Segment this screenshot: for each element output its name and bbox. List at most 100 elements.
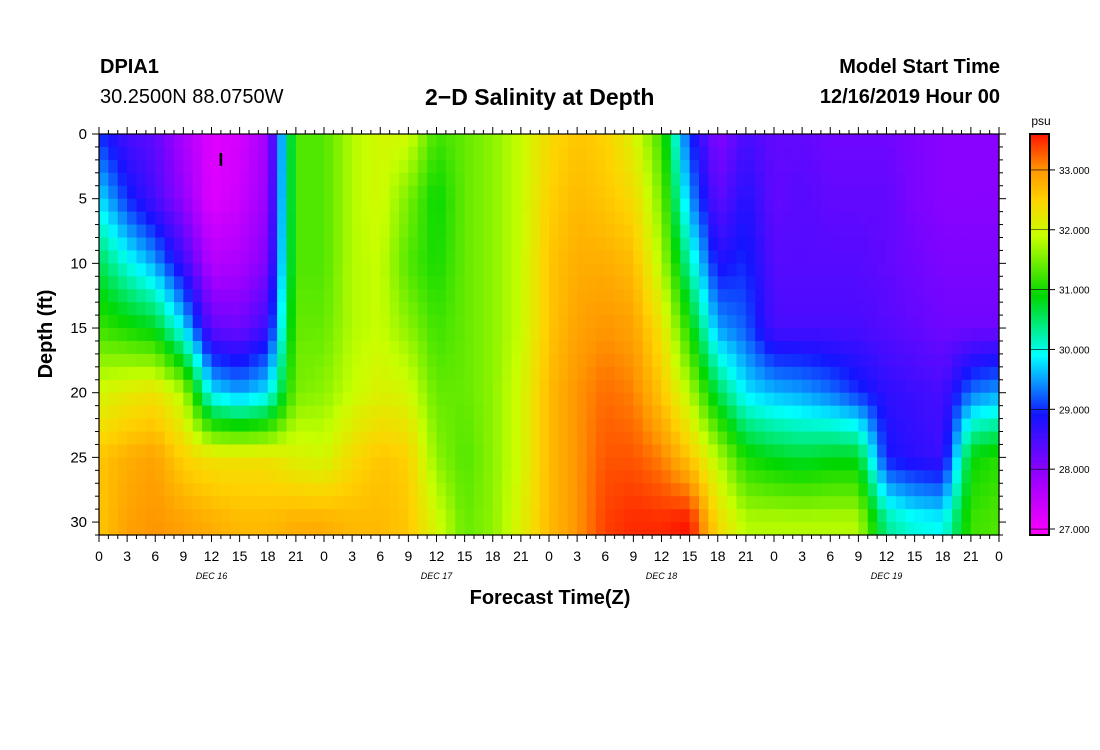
heatmap-cell xyxy=(136,340,147,355)
heatmap-cell xyxy=(108,211,119,226)
heatmap-cell xyxy=(577,185,588,200)
heatmap-cell xyxy=(127,483,138,497)
heatmap-cell xyxy=(436,224,447,239)
heatmap-cell xyxy=(192,211,203,226)
heatmap-cell xyxy=(952,392,963,407)
heatmap-cell xyxy=(295,457,306,471)
heatmap-cell xyxy=(933,366,944,381)
heatmap-cell xyxy=(417,263,428,277)
heatmap-cell xyxy=(492,211,503,226)
heatmap-cell xyxy=(989,302,1000,316)
heatmap-cell xyxy=(624,224,634,239)
heatmap-cell xyxy=(642,340,653,355)
heatmap-cell xyxy=(605,340,616,355)
heatmap-cell xyxy=(145,496,156,510)
heatmap-cell xyxy=(867,405,878,420)
heatmap-cell xyxy=(905,340,916,355)
heatmap-cell xyxy=(849,315,859,329)
heatmap-cell xyxy=(445,250,456,264)
heatmap-cell xyxy=(295,185,306,200)
heatmap-cell xyxy=(717,302,728,316)
heatmap-cell xyxy=(989,237,1000,252)
heatmap-cell xyxy=(127,457,138,471)
heatmap-cell xyxy=(502,276,513,290)
heatmap-cell xyxy=(783,470,794,484)
heatmap-cell xyxy=(839,353,850,368)
heatmap-cell xyxy=(764,444,775,458)
heatmap-cell xyxy=(783,250,794,264)
heatmap-cell xyxy=(324,470,334,484)
heatmap-cell xyxy=(624,146,634,161)
heatmap-cell xyxy=(849,444,859,458)
heatmap-cell xyxy=(483,263,494,277)
heatmap-cell xyxy=(839,302,850,316)
heatmap-cell xyxy=(830,276,841,290)
heatmap-cell xyxy=(239,198,250,213)
heatmap-cell xyxy=(689,457,700,471)
heatmap-cell xyxy=(717,379,728,394)
x-tick-label: 9 xyxy=(854,548,862,564)
heatmap-cell xyxy=(417,250,428,264)
heatmap-cell xyxy=(455,159,466,174)
heatmap-cell xyxy=(661,315,672,329)
heatmap-cell xyxy=(380,379,391,394)
heatmap-cell xyxy=(633,263,644,277)
heatmap-cell xyxy=(267,146,278,161)
heatmap-cell xyxy=(727,315,738,329)
heatmap-cell xyxy=(483,172,494,187)
heatmap-cell xyxy=(708,211,719,226)
heatmap-cell xyxy=(314,470,325,484)
heatmap-cell xyxy=(699,263,709,277)
heatmap-cell xyxy=(755,496,766,510)
heatmap-cell xyxy=(183,509,194,523)
heatmap-cell xyxy=(127,134,138,148)
heatmap-cell xyxy=(783,237,794,252)
heatmap-cell xyxy=(202,392,213,407)
heatmap-cell xyxy=(736,418,747,433)
heatmap-cell xyxy=(952,172,963,187)
heatmap-cell xyxy=(633,185,644,200)
heatmap-cell xyxy=(295,483,306,497)
heatmap-cell xyxy=(333,185,344,200)
heatmap-cell xyxy=(924,146,934,161)
heatmap-cell xyxy=(258,315,269,329)
heatmap-cell xyxy=(867,444,878,458)
heatmap-cell xyxy=(905,431,916,446)
heatmap-cell xyxy=(455,172,466,187)
heatmap-cell xyxy=(539,211,550,226)
heatmap-cell xyxy=(117,328,128,342)
heatmap-cell xyxy=(595,237,606,252)
heatmap-cell xyxy=(117,224,128,239)
heatmap-cell xyxy=(455,509,466,523)
heatmap-cell xyxy=(539,418,550,433)
heatmap-cell xyxy=(970,470,981,484)
heatmap-cell xyxy=(689,522,700,536)
heatmap-cell xyxy=(877,172,888,187)
heatmap-cell xyxy=(305,353,316,368)
heatmap-cell xyxy=(408,328,419,342)
heatmap-cell xyxy=(295,276,306,290)
heatmap-cell xyxy=(127,211,138,226)
heatmap-cell xyxy=(877,457,888,471)
heatmap-cell xyxy=(174,276,184,290)
heatmap-cell xyxy=(924,315,934,329)
x-tick-label: 12 xyxy=(879,548,895,564)
heatmap-cell xyxy=(361,509,372,523)
heatmap-cell xyxy=(455,146,466,161)
heatmap-cell xyxy=(474,211,484,226)
heatmap-cell xyxy=(689,224,700,239)
heatmap-cell xyxy=(886,276,897,290)
heatmap-cell xyxy=(764,289,775,303)
heatmap-cell xyxy=(914,172,925,187)
heatmap-cell xyxy=(727,379,738,394)
heatmap-cell xyxy=(830,302,841,316)
heatmap-cell xyxy=(670,276,681,290)
heatmap-cell xyxy=(183,340,194,355)
heatmap-cell xyxy=(699,405,709,420)
heatmap-cell xyxy=(567,263,578,277)
heatmap-cell xyxy=(183,198,194,213)
heatmap-cell xyxy=(389,237,400,252)
heatmap-cell xyxy=(717,315,728,329)
heatmap-cell xyxy=(492,457,503,471)
